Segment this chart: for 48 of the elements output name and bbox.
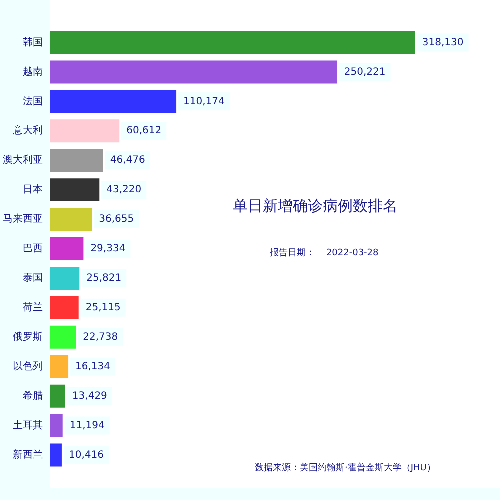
annotation: 报告日期： 2022-03-28 xyxy=(269,247,380,258)
y-tick-label: 韩国 xyxy=(23,36,43,48)
data-label: 60,612 xyxy=(126,126,162,137)
bar xyxy=(50,149,104,172)
data-label: 36,655 xyxy=(99,214,134,226)
data-label: 110,174 xyxy=(184,96,225,108)
bar xyxy=(50,90,177,114)
bar xyxy=(50,414,63,438)
y-tick-label: 越南 xyxy=(23,66,43,78)
bar xyxy=(50,238,84,260)
data-label: 25,115 xyxy=(86,302,121,314)
data-label: 318,130 xyxy=(422,37,464,48)
bar xyxy=(50,266,80,290)
y-tick-label: 巴西 xyxy=(23,244,43,255)
y-tick-label: 意大利 xyxy=(12,124,43,137)
y-tick-label: 希腊 xyxy=(23,390,43,402)
data-label: 10,416 xyxy=(68,450,104,461)
bar xyxy=(50,208,92,232)
data-label: 29,334 xyxy=(90,244,126,255)
annotation: 数据来源：美国约翰斯·霍普金斯大学（JHU） xyxy=(255,462,436,474)
y-tick-label: 荷兰 xyxy=(23,302,43,314)
y-tick-label: 日本 xyxy=(23,184,43,196)
data-label: 22,738 xyxy=(83,332,118,343)
data-label: 250,221 xyxy=(344,66,386,78)
y-tick-label: 土耳其 xyxy=(13,419,43,432)
data-label: 13,429 xyxy=(72,390,108,402)
bar xyxy=(50,444,62,467)
text: 单日新增确诊病例数排名 xyxy=(232,196,398,215)
data-label: 43,220 xyxy=(106,184,142,196)
data-label: 16,134 xyxy=(76,361,111,372)
bar xyxy=(50,326,76,349)
bar xyxy=(50,178,100,202)
bar xyxy=(50,384,66,408)
data-label: 25,821 xyxy=(86,273,122,284)
bar xyxy=(50,31,416,54)
data-label: 46,476 xyxy=(110,155,146,166)
y-tick-label: 新西兰 xyxy=(13,448,43,461)
bar xyxy=(50,355,69,378)
y-tick-label: 泰国 xyxy=(23,273,43,284)
y-tick-label: 俄罗斯 xyxy=(13,330,43,343)
bar xyxy=(50,296,79,320)
y-tick-label: 法国 xyxy=(23,95,43,108)
bar xyxy=(50,120,120,143)
y-tick-label: 以色列 xyxy=(13,360,43,372)
data-label: 11,194 xyxy=(70,420,105,432)
y-tick-label: 马来西亚 xyxy=(3,213,43,226)
bar xyxy=(50,60,338,84)
y-tick-label: 澳大利亚 xyxy=(3,154,43,166)
